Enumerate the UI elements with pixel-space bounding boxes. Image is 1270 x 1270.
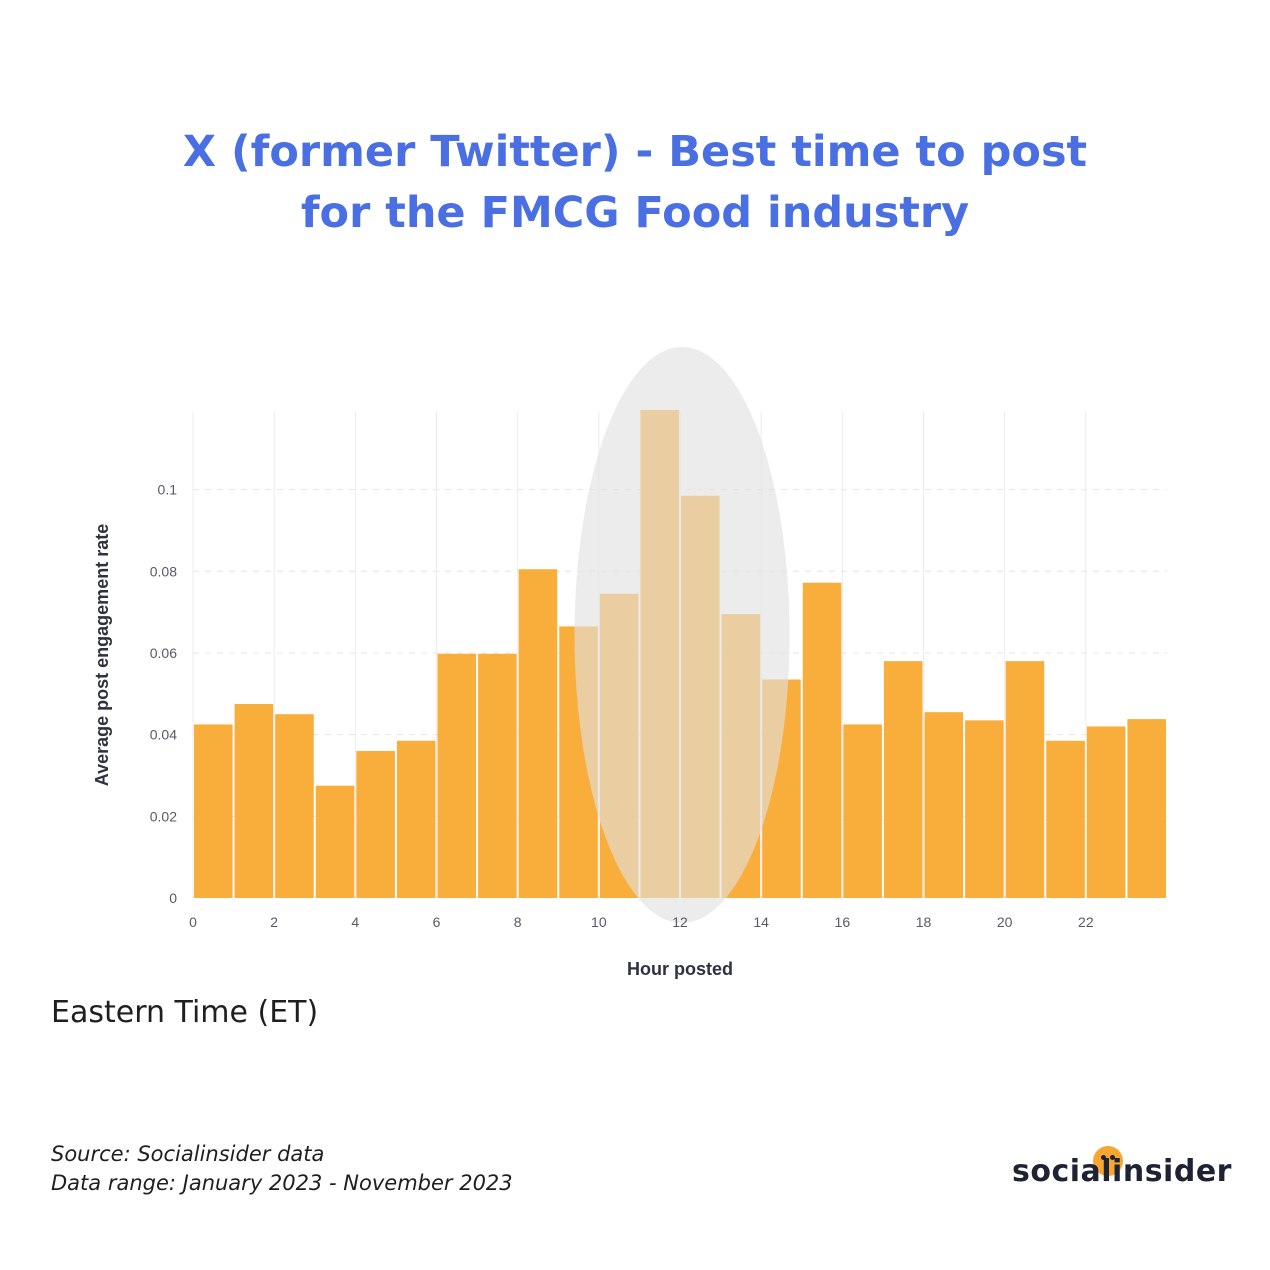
bar: [396, 740, 436, 898]
title-line-1: X (former Twitter) - Best time to post: [182, 127, 1088, 177]
x-tick-label: 16: [835, 914, 851, 930]
source-text: Source: Socialinsider data: [51, 1142, 325, 1166]
logo-face-icon: [1093, 1146, 1123, 1176]
bar: [883, 661, 923, 898]
x-tick-label: 22: [1078, 914, 1094, 930]
x-tick-label: 0: [189, 914, 197, 930]
x-tick-label: 8: [514, 914, 522, 930]
page-title: X (former Twitter) - Best time to post f…: [0, 122, 1270, 244]
bar: [1005, 661, 1045, 898]
bar: [518, 569, 558, 898]
bar: [965, 720, 1004, 898]
bar: [1127, 719, 1166, 898]
y-tick-label: 0.08: [150, 563, 177, 579]
date-range-text: Data range: January 2023 - November 2023: [51, 1171, 513, 1195]
bar: [437, 653, 477, 898]
x-tick-label: 12: [672, 914, 688, 930]
bar: [1086, 726, 1126, 898]
timezone-label: Eastern Time (ET): [51, 995, 319, 1030]
x-tick-label: 2: [270, 914, 278, 930]
x-tick-label: 10: [591, 914, 607, 930]
source-note: Source: Socialinsider data Data range: J…: [51, 1140, 513, 1198]
x-tick-label: 4: [351, 914, 359, 930]
logo-wordmark: socialinsider: [1012, 1154, 1232, 1189]
bar: [275, 714, 314, 898]
y-tick-label: 0.1: [158, 482, 178, 498]
x-tick-label: 14: [753, 914, 769, 930]
bar: [478, 653, 517, 898]
bar: [356, 750, 395, 898]
bar: [194, 724, 233, 898]
bar-chart: 0 0.02 0.04 0.06 0.08 0.1 0 2 4 6 8 10 12 14 16 18 20 22 H…: [92, 347, 1167, 979]
bar: [234, 704, 274, 898]
y-tick-label: 0: [169, 890, 177, 906]
x-tick-label: 20: [997, 914, 1013, 930]
bar: [802, 582, 842, 898]
bar: [1046, 740, 1085, 898]
x-axis-label: Hour posted: [627, 959, 733, 979]
y-tick-label: 0.06: [150, 645, 177, 661]
bar: [315, 785, 355, 898]
x-tick-label: 6: [433, 914, 441, 930]
peak-hours-highlight: [574, 347, 790, 923]
y-tick-label: 0.04: [150, 727, 177, 743]
title-line-2: for the FMCG Food industry: [300, 188, 970, 238]
y-axis-label: Average post engagement rate: [92, 524, 112, 786]
bar: [843, 724, 882, 898]
y-tick-label: 0.02: [150, 808, 177, 824]
bar: [924, 712, 964, 898]
x-tick-label: 18: [916, 914, 932, 930]
socialinsider-logo: socialinsider: [1012, 1140, 1231, 1200]
